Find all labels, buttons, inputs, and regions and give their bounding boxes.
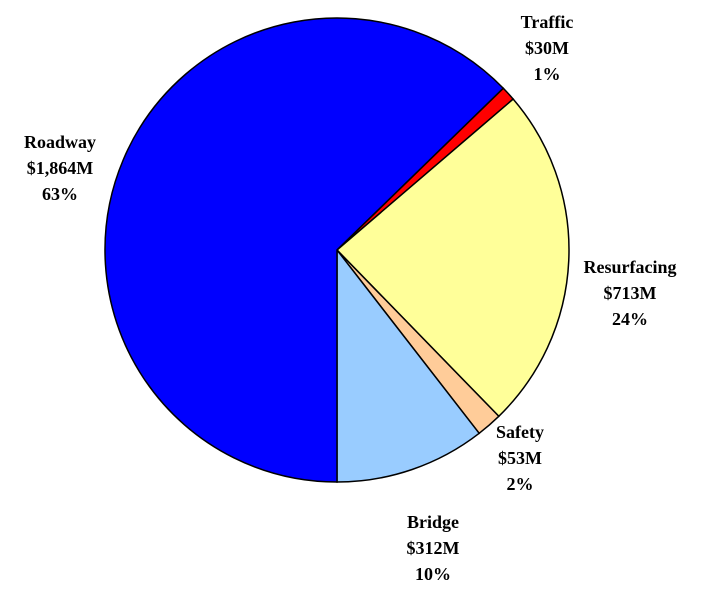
pie-slice — [336, 247, 481, 483]
slice-label: Bridge — [407, 512, 459, 532]
slice-label: Traffic — [521, 12, 574, 32]
value-label: $30M — [525, 38, 569, 58]
percent-label: 63% — [42, 184, 78, 204]
pie-slice — [104, 17, 505, 483]
value-label: $1,864M — [27, 158, 94, 178]
percent-label: 24% — [612, 309, 648, 329]
slice-label: Resurfacing — [584, 257, 677, 277]
value-label: $53M — [498, 448, 542, 468]
percent-label: 1% — [534, 64, 561, 84]
slice-label: Roadway — [24, 132, 96, 152]
value-label: $713M — [604, 283, 657, 303]
pie-slice — [335, 98, 570, 418]
slice-label: Safety — [496, 422, 544, 442]
value-label: $312M — [407, 538, 460, 558]
percent-label: 2% — [507, 474, 534, 494]
percent-label: 10% — [415, 564, 451, 584]
